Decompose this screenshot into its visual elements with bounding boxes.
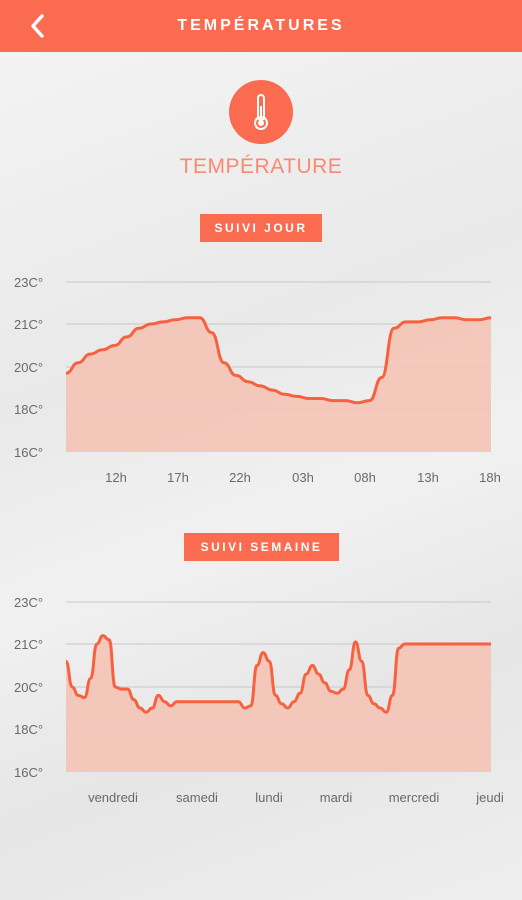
series-area	[66, 317, 491, 452]
x-tick-label: lundi	[255, 790, 283, 805]
y-tick-label: 16C°	[14, 445, 43, 460]
thermometer-badge	[229, 80, 293, 144]
y-tick-label: 21C°	[14, 317, 43, 332]
series-line	[65, 316, 492, 405]
day-tracking-label: SUIVI JOUR	[200, 214, 322, 242]
x-tick-label: mercredi	[389, 790, 440, 805]
series-area	[66, 635, 491, 772]
series-line	[64, 634, 491, 714]
x-tick-label: 22h	[229, 470, 251, 485]
page-title: TEMPÉRATURES	[177, 17, 345, 34]
y-tick-label: 16C°	[14, 765, 43, 780]
x-tick-label: 12h	[105, 470, 127, 485]
x-tick-label: mardi	[320, 790, 353, 805]
app-header: TEMPÉRATURES	[0, 0, 522, 52]
y-tick-label: 23C°	[14, 275, 43, 290]
x-tick-label: samedi	[176, 790, 218, 805]
x-tick-label: 08h	[354, 470, 376, 485]
x-tick-label: vendredi	[88, 790, 138, 805]
day-temperature-chart: 23C° 21C° 20C° 18C° 16C° 12h 17h 22h 03h 08h 13h 18…	[14, 275, 501, 485]
x-tick-label: 17h	[167, 470, 189, 485]
section-title: TEMPÉRATURE	[179, 155, 343, 178]
back-button[interactable]	[22, 11, 52, 41]
x-tick-label: jeudi	[475, 790, 504, 805]
y-tick-label: 20C°	[14, 680, 43, 695]
x-tick-label: 13h	[417, 470, 439, 485]
week-temperature-chart: 23C° 21C° 20C° 18C° 16C° vendredi samedi lundi m…	[14, 595, 504, 805]
chevron-left-icon	[31, 14, 44, 38]
y-tick-label: 18C°	[14, 402, 43, 417]
y-tick-label: 18C°	[14, 722, 43, 737]
y-tick-label: 21C°	[14, 637, 43, 652]
week-tracking-label: SUIVI SEMAINE	[184, 533, 339, 561]
x-tick-label: 18h	[479, 470, 501, 485]
y-tick-label: 20C°	[14, 360, 43, 375]
y-tick-label: 23C°	[14, 595, 43, 610]
thermometer-icon	[254, 94, 268, 130]
x-tick-label: 03h	[292, 470, 314, 485]
